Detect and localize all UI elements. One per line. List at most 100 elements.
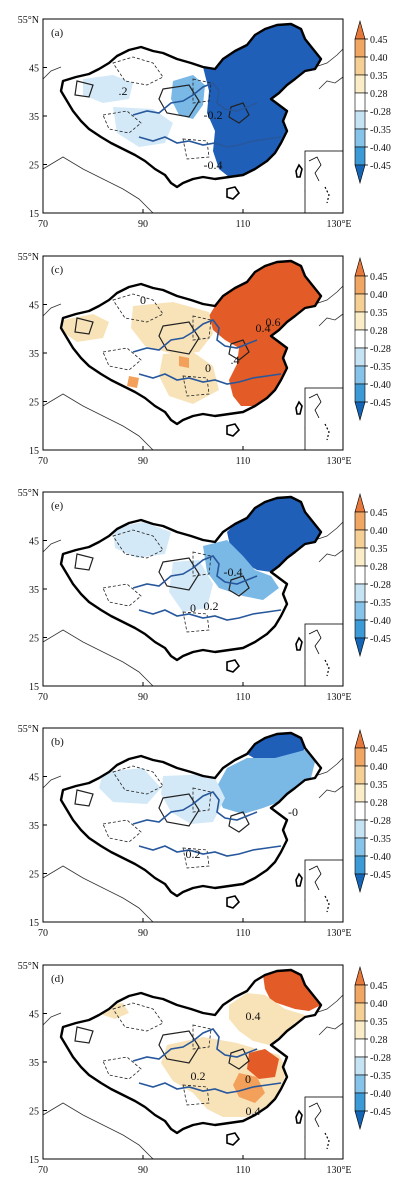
yangtze-river — [138, 136, 282, 148]
correlation-region — [247, 1049, 279, 1079]
y-tick-label: 35 — [29, 821, 39, 832]
colorbar-label: 0.40 — [370, 290, 388, 301]
colorbar-segment — [354, 547, 366, 567]
contour-solid — [158, 321, 200, 355]
contour-dashed — [102, 819, 142, 843]
contour-solid — [228, 1048, 250, 1070]
y-tick-label: 45 — [29, 537, 39, 548]
hainan — [226, 186, 241, 200]
correlation-region — [99, 768, 161, 804]
x-tick-label: 90 — [138, 456, 148, 467]
yellow-river — [132, 791, 258, 825]
correlation-region — [113, 107, 173, 147]
yangtze-river — [138, 373, 282, 385]
y-tick-label: 55°N — [18, 488, 39, 499]
colorbar-top-arrow — [354, 492, 366, 513]
contour-solid — [158, 793, 200, 827]
contour-dashed — [102, 1056, 142, 1080]
coastline — [318, 785, 344, 799]
panel-label: (c) — [51, 264, 64, 276]
taiwan — [295, 400, 303, 415]
colorbar-segment — [354, 855, 366, 875]
contour-solid — [74, 317, 94, 335]
contour-label: 0.4 — [246, 1104, 261, 1118]
colorbar-segment — [354, 801, 366, 821]
yellow-river — [132, 319, 258, 353]
colorbar-segment — [354, 293, 366, 313]
colorbar-segment — [354, 819, 366, 839]
colorbar-label: -0.35 — [370, 125, 391, 136]
colorbar: 0.45 0.40 0.35 0.28 -0.28 -0.35 -0.40 -0.45 — [354, 256, 391, 422]
correlation-region — [127, 376, 139, 388]
contour-label: 0.6 — [266, 315, 281, 329]
colorbar-bottom-arrow — [354, 1110, 366, 1131]
colorbar-label: 0.35 — [370, 780, 388, 791]
y-tick-label: 55°N — [18, 961, 39, 972]
colorbar-top-arrow — [354, 19, 366, 40]
colorbar-bottom-arrow — [354, 637, 366, 658]
coastline — [42, 393, 154, 451]
contour-label: 0.2 — [186, 847, 201, 861]
coastline — [42, 1012, 62, 1026]
taiwan — [295, 636, 303, 651]
coastline — [42, 1102, 154, 1160]
colorbar-bottom-arrow — [354, 873, 366, 894]
contour-dashed — [182, 611, 210, 633]
south-china-sea-inset — [304, 387, 344, 451]
colorbar-label: -0.35 — [370, 362, 391, 373]
inset-dashline — [324, 1132, 330, 1150]
y-tick-label: 45 — [29, 301, 39, 312]
coastline — [318, 1022, 344, 1036]
x-tick-label: 90 — [138, 1165, 148, 1176]
taiwan — [295, 163, 303, 178]
colorbar-segment — [354, 601, 366, 621]
colorbar-label: -0.35 — [370, 598, 391, 609]
colorbar-label: 0.45 — [370, 272, 388, 283]
hainan — [226, 1132, 241, 1146]
colorbar-segment — [354, 583, 366, 603]
x-tick-label: 110 — [236, 928, 251, 939]
y-tick-label: 15 — [29, 682, 39, 693]
colorbar-label: -0.40 — [370, 1089, 391, 1100]
inset-frame — [304, 150, 344, 214]
yangtze-river — [138, 1082, 282, 1094]
contour-label: 0 — [245, 1072, 251, 1086]
coastline — [42, 303, 62, 317]
x-tick-label: 130°E — [326, 1165, 351, 1176]
panel-label: (e) — [51, 500, 64, 512]
colorbar-segment — [354, 146, 366, 166]
colorbar-segment — [354, 565, 366, 585]
yellow-river — [132, 82, 258, 116]
colorbar-segment — [354, 38, 366, 58]
inset-frame — [304, 859, 344, 923]
colorbar-label: 0.28 — [370, 1035, 388, 1046]
colorbar-segment — [354, 765, 366, 785]
colorbar-label: -0.28 — [370, 580, 391, 591]
contour-label: -0.4 — [204, 158, 223, 172]
colorbar-segment — [354, 128, 366, 148]
china-border — [59, 968, 323, 1135]
colorbar-segment — [354, 347, 366, 367]
colorbar-label: 0.45 — [370, 744, 388, 755]
y-tick-label: 45 — [29, 773, 39, 784]
colorbar-top-arrow — [354, 256, 366, 277]
contour-label: -0.4 — [224, 565, 243, 579]
colorbar-segment — [354, 837, 366, 857]
colorbar-segment — [354, 1074, 366, 1094]
contour-label: 0 — [140, 293, 146, 307]
y-tick-label: 35 — [29, 112, 39, 123]
y-tick-label: 15 — [29, 918, 39, 929]
coastline — [42, 775, 62, 789]
colorbar-segment — [354, 619, 366, 639]
colorbar: 0.45 0.40 0.35 0.28 -0.28 -0.35 -0.40 -0.45 — [354, 19, 391, 185]
colorbar-label: -0.40 — [370, 380, 391, 391]
colorbar-segment — [354, 984, 366, 1004]
colorbar-label: -0.45 — [370, 870, 391, 881]
correlation-region — [263, 970, 321, 1011]
correlation-region — [247, 733, 305, 760]
colorbar-top-arrow — [354, 728, 366, 749]
y-tick-label: 15 — [29, 209, 39, 220]
